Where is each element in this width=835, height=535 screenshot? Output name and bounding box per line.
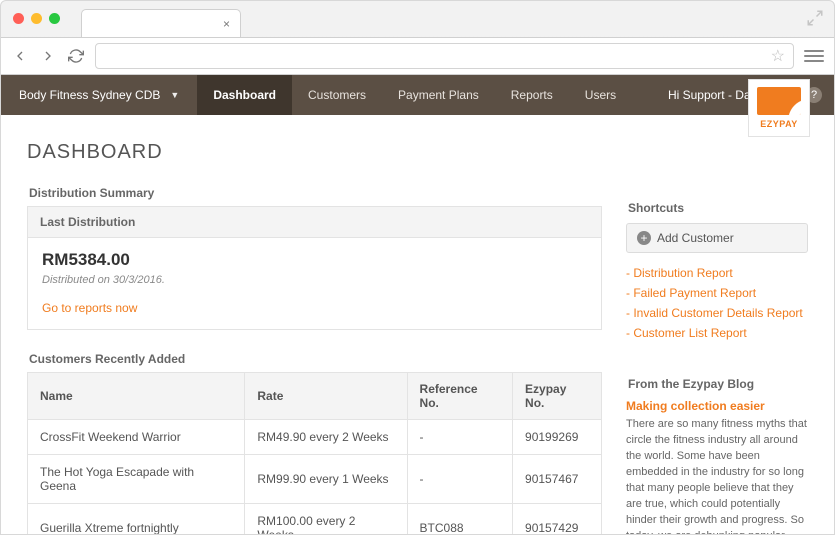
go-to-reports-link[interactable]: Go to reports now [42, 301, 137, 315]
table-cell: RM49.90 every 2 Weeks [245, 420, 407, 455]
distribution-panel-header: Last Distribution [28, 207, 601, 238]
table-cell: - [407, 455, 513, 504]
table-cell: 90199269 [513, 420, 602, 455]
distribution-amount: RM5384.00 [42, 250, 587, 270]
blog-section: From the Ezypay Blog Making collection e… [626, 377, 808, 534]
browser-tab[interactable]: × [81, 9, 241, 37]
expand-icon[interactable] [806, 9, 824, 27]
browser-window: × ☆ Body Fitness Sydney CDB ▼ DashboardC… [0, 0, 835, 535]
table-cell: RM99.90 every 1 Weeks [245, 455, 407, 504]
main-column: DASHBOARD Distribution Summary Last Dist… [27, 141, 602, 534]
bookmark-star-icon[interactable]: ☆ [771, 46, 785, 66]
table-row[interactable]: The Hot Yoga Escapade with GeenaRM99.90 … [28, 455, 602, 504]
add-customer-label: Add Customer [657, 231, 734, 245]
org-name: Body Fitness Sydney CDB [19, 88, 160, 102]
blog-section-header: From the Ezypay Blog [628, 377, 808, 391]
window-controls [13, 13, 60, 24]
close-tab-icon[interactable]: × [223, 17, 230, 31]
sidebar: Shortcuts + Add Customer Distribution Re… [626, 141, 808, 534]
maximize-window-icon[interactable] [49, 13, 60, 24]
page-body: DASHBOARD Distribution Summary Last Dist… [1, 115, 834, 534]
back-button[interactable] [11, 47, 29, 65]
org-selector[interactable]: Body Fitness Sydney CDB ▼ [1, 75, 197, 115]
forward-button[interactable] [39, 47, 57, 65]
browser-menu-button[interactable] [804, 50, 824, 62]
add-customer-button[interactable]: + Add Customer [626, 223, 808, 253]
page-title: DASHBOARD [27, 141, 602, 164]
blog-post-title[interactable]: Making collection easier [626, 399, 808, 413]
distribution-section-header: Distribution Summary [29, 186, 602, 200]
nav-items: DashboardCustomersPayment PlansReportsUs… [197, 75, 632, 115]
column-header: Ezypay No. [513, 373, 602, 420]
table-cell: The Hot Yoga Escapade with Geena [28, 455, 245, 504]
distribution-date: Distributed on 30/3/2016. [42, 274, 587, 286]
column-header: Reference No. [407, 373, 513, 420]
brand-logo: EZYPAY [748, 79, 810, 137]
nav-item-users[interactable]: Users [569, 75, 632, 115]
shortcut-link[interactable]: Customer List Report [626, 326, 747, 340]
chevron-down-icon: ▼ [170, 90, 179, 100]
column-header: Rate [245, 373, 407, 420]
plus-circle-icon: + [637, 231, 651, 245]
browser-toolbar: ☆ [1, 37, 834, 75]
reload-button[interactable] [67, 47, 85, 65]
customers-section-header: Customers Recently Added [29, 352, 602, 366]
nav-item-customers[interactable]: Customers [292, 75, 382, 115]
customers-table-head: NameRateReference No.Ezypay No. [28, 373, 602, 420]
minimize-window-icon[interactable] [31, 13, 42, 24]
nav-item-payment-plans[interactable]: Payment Plans [382, 75, 495, 115]
table-cell: CrossFit Weekend Warrior [28, 420, 245, 455]
logo-swoosh-icon [757, 87, 801, 115]
shortcut-link[interactable]: Distribution Report [626, 266, 733, 280]
table-row[interactable]: CrossFit Weekend WarriorRM49.90 every 2 … [28, 420, 602, 455]
shortcut-item: Invalid Customer Details Report [626, 303, 808, 323]
table-cell: 90157467 [513, 455, 602, 504]
address-bar[interactable]: ☆ [95, 43, 794, 69]
shortcut-item: Failed Payment Report [626, 283, 808, 303]
logo-text: EZYPAY [760, 119, 798, 129]
shortcuts-section: Shortcuts + Add Customer Distribution Re… [626, 201, 808, 343]
table-cell: - [407, 420, 513, 455]
shortcut-item: Customer List Report [626, 323, 808, 343]
customers-table-body: CrossFit Weekend WarriorRM49.90 every 2 … [28, 420, 602, 535]
shortcut-links: Distribution Report Failed Payment Report… [626, 263, 808, 343]
distribution-panel-body: RM5384.00 Distributed on 30/3/2016. Go t… [28, 238, 601, 329]
shortcut-link[interactable]: Failed Payment Report [626, 286, 756, 300]
nav-item-reports[interactable]: Reports [495, 75, 569, 115]
customers-table: NameRateReference No.Ezypay No. CrossFit… [27, 372, 602, 534]
app-viewport: Body Fitness Sydney CDB ▼ DashboardCusto… [1, 75, 834, 534]
blog-post-body: There are so many fitness myths that cir… [626, 417, 808, 534]
table-row[interactable]: Guerilla Xtreme fortnightlyRM100.00 ever… [28, 504, 602, 535]
table-cell: 90157429 [513, 504, 602, 535]
column-header: Name [28, 373, 245, 420]
table-cell: RM100.00 every 2 Weeks [245, 504, 407, 535]
nav-item-dashboard[interactable]: Dashboard [197, 75, 292, 115]
table-cell: BTC088 [407, 504, 513, 535]
close-window-icon[interactable] [13, 13, 24, 24]
top-nav: Body Fitness Sydney CDB ▼ DashboardCusto… [1, 75, 834, 115]
table-cell: Guerilla Xtreme fortnightly [28, 504, 245, 535]
shortcuts-header: Shortcuts [628, 201, 808, 215]
shortcut-item: Distribution Report [626, 263, 808, 283]
browser-tabbar: × [1, 1, 834, 37]
shortcut-link[interactable]: Invalid Customer Details Report [626, 306, 803, 320]
distribution-panel: Last Distribution RM5384.00 Distributed … [27, 206, 602, 330]
